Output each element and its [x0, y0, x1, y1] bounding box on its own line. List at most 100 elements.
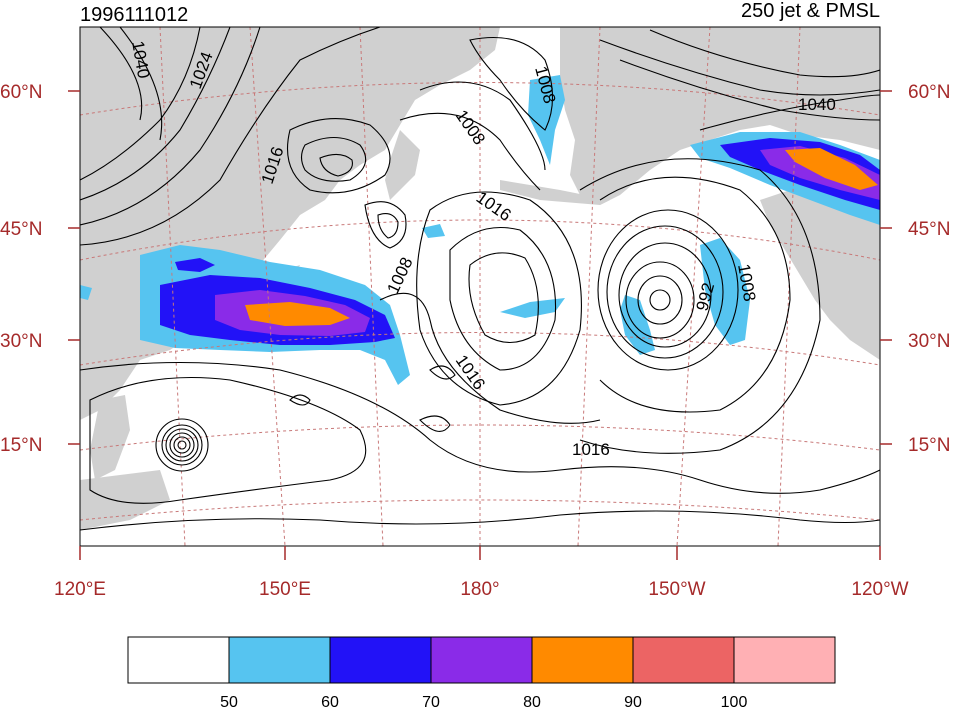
lon-label: 150°W: [648, 579, 705, 600]
isobar-label: 1040: [798, 95, 836, 114]
jet-contour-50-patch-a: [422, 224, 445, 238]
jet-contour-60-entrance: [175, 258, 215, 272]
lat-label-right: 45°N: [908, 219, 950, 240]
isobar: [80, 361, 880, 494]
colorbar-swatch: [228, 636, 331, 684]
isobar: [649, 289, 671, 311]
grid-line-lon-165e: [359, 27, 384, 546]
isobar: [419, 81, 546, 171]
jet-stream-fills: [80, 75, 880, 385]
isobar: [155, 418, 209, 472]
lat-label-right: 30°N: [908, 331, 950, 352]
isobar: [618, 242, 712, 348]
jet-contour-80-west: [245, 302, 350, 326]
colorbar-label: 60: [321, 694, 339, 711]
isobar: [419, 415, 451, 432]
isobar: [416, 191, 582, 406]
colorbar-swatch: [531, 636, 634, 684]
colorbar-swatch: [127, 636, 230, 684]
colorbar-swatch: [733, 636, 836, 684]
jet-contour-50-low-east: [700, 238, 750, 345]
colorbar-label: 50: [220, 694, 238, 711]
colorbar-swatch: [430, 636, 533, 684]
isobar: [599, 176, 791, 413]
kamchatka: [385, 130, 420, 200]
chart-title: 250 jet & PMSL: [741, 0, 880, 22]
colorbar: 50 60 70 80 90 100: [127, 636, 836, 711]
lon-label: 150°E: [259, 579, 311, 600]
isobar: [89, 376, 367, 504]
jet-contour-50-low-west: [620, 295, 655, 355]
isobar: [579, 158, 821, 454]
pressure-isobars: [80, 27, 880, 531]
isobar: [377, 213, 399, 239]
isobar: [173, 436, 191, 454]
colorbar-label: 80: [523, 694, 541, 711]
isobar: [597, 209, 739, 371]
jet-contour-80-east: [785, 148, 878, 190]
isobar: [80, 27, 201, 181]
isobar: [625, 261, 695, 339]
isobar: [119, 27, 163, 141]
isobar: [599, 39, 880, 96]
isobar: [399, 112, 541, 191]
grid-line-lat-5: [80, 499, 880, 521]
grid-line-lat-60: [80, 82, 880, 116]
isobar: [649, 29, 880, 78]
isobar: [379, 292, 601, 424]
isobar: [364, 201, 407, 249]
latitude-ticks: [68, 90, 892, 445]
lat-label-left: 30°N: [0, 331, 42, 352]
lat-label-left: 15°N: [0, 435, 42, 456]
isobar: [177, 440, 187, 450]
alaska-north-america: [560, 27, 880, 205]
isobar: [699, 94, 880, 131]
isobar: [300, 136, 367, 182]
lat-label-left: 60°N: [0, 82, 42, 103]
isobar: [169, 432, 195, 458]
longitude-ticks: [79, 546, 881, 560]
colorbar-label: 100: [721, 694, 748, 711]
map-area: 1040 1024 1016 1008 1008 1016 1008 1016 …: [80, 27, 880, 546]
indonesia-islands: [80, 470, 170, 530]
jet-contour-50-patch-b: [80, 285, 92, 300]
grid-line-lon-150e: [249, 27, 286, 546]
lon-label: 180°: [460, 579, 499, 600]
philippines: [90, 395, 130, 480]
isobar: [80, 27, 261, 226]
lat-label-left: 45°N: [0, 219, 42, 240]
isobar: [80, 510, 880, 531]
isobar: [165, 428, 199, 462]
isobar: [429, 365, 456, 380]
isobar: [637, 275, 683, 325]
latitude-labels: 60°N 45°N 30°N 15°N 60°N 45°N 30°N 15°N: [0, 82, 950, 456]
lon-label: 120°E: [54, 579, 106, 600]
isobar: [469, 37, 553, 131]
isobar: [286, 118, 391, 194]
isobar: [99, 27, 143, 121]
bering-islands: [500, 180, 610, 205]
colorbar-swatch: [329, 636, 432, 684]
graticule: [80, 27, 880, 546]
longitude-labels: 120°E 150°E 180° 150°W 120°W: [54, 579, 909, 600]
isobar: [161, 424, 203, 466]
colorbar-swatch: [632, 636, 735, 684]
jet-contour-50-central: [500, 298, 565, 318]
isobar: [319, 153, 353, 177]
isobar: [80, 27, 381, 246]
lat-label-right: 60°N: [908, 82, 950, 103]
lat-label-right: 15°N: [908, 435, 950, 456]
isobar: [80, 27, 231, 201]
isobar: [606, 225, 724, 359]
lon-label: 120°W: [851, 579, 908, 600]
isobar: [468, 252, 539, 344]
isobar-label: 1016: [572, 440, 610, 459]
grid-line-lat-15: [80, 424, 880, 451]
colorbar-label: 90: [624, 694, 642, 711]
jet-contour-50-central-north: [528, 75, 565, 165]
colorbar-label: 70: [422, 694, 440, 711]
grid-line-lon-150w: [676, 27, 711, 546]
date-title: 1996111012: [80, 4, 188, 26]
isobar: [449, 226, 557, 371]
